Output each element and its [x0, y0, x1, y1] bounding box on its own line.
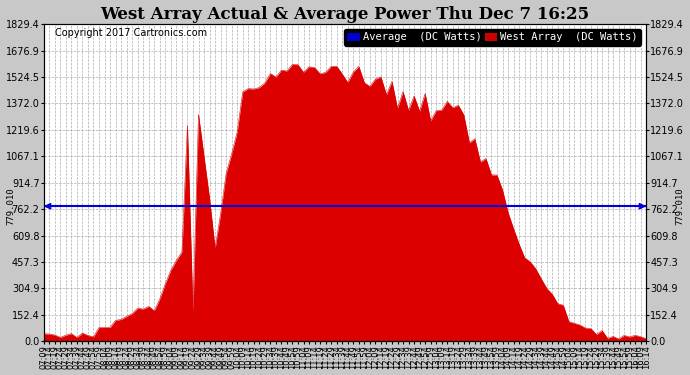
Title: West Array Actual & Average Power Thu Dec 7 16:25: West Array Actual & Average Power Thu De… [101, 6, 589, 22]
Text: Copyright 2017 Cartronics.com: Copyright 2017 Cartronics.com [55, 28, 207, 38]
Legend: Average  (DC Watts), West Array  (DC Watts): Average (DC Watts), West Array (DC Watts… [344, 29, 641, 46]
Text: 779.010: 779.010 [675, 188, 684, 225]
Text: 779.010: 779.010 [6, 188, 15, 225]
